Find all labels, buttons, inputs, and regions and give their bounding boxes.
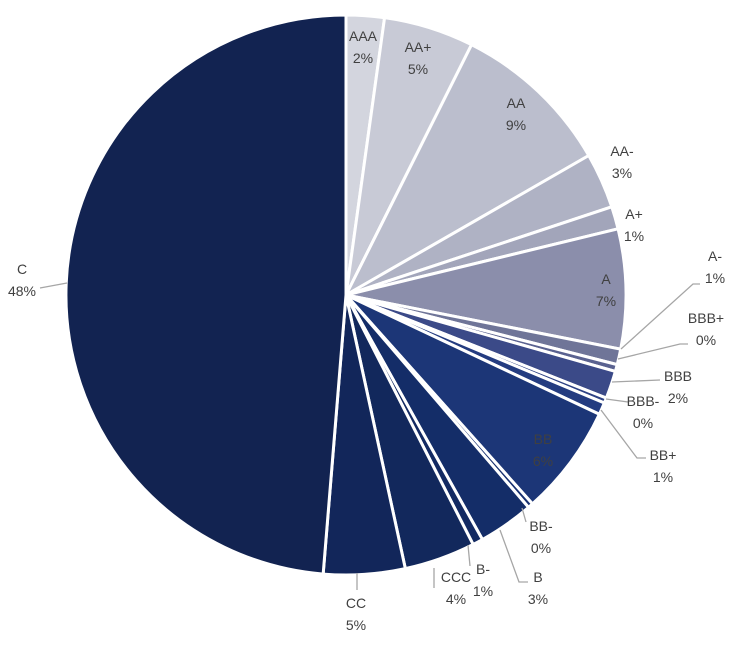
slice-category-label: CCC (441, 569, 471, 585)
slice-category-label: CC (346, 595, 366, 611)
slice-label: BBB- 0% (627, 393, 660, 431)
slice-category-label: B- (476, 561, 490, 577)
slice-label: BBB 2% (664, 368, 692, 406)
slice-label: BB 6% (533, 431, 553, 469)
slice-category-label: BB+ (650, 447, 677, 463)
slice-percent-label: 5% (346, 617, 366, 633)
slice-percent-label: 6% (533, 453, 553, 469)
pie-slice-c (64, 13, 348, 576)
slice-label: AA+ 5% (405, 39, 432, 77)
leader-line (499, 529, 528, 583)
slice-category-label: A (601, 271, 611, 287)
slice-label: BB- 0% (529, 518, 553, 556)
slice-percent-label: 7% (596, 293, 616, 309)
slice-label: A+ 1% (624, 206, 644, 244)
slice-percent-label: 5% (408, 61, 428, 77)
slice-category-label: AA+ (405, 39, 432, 55)
slice-category-label: A- (708, 248, 722, 264)
slice-category-label: C (17, 261, 27, 277)
slice-label: A- 1% (705, 248, 725, 286)
leader-line (39, 282, 68, 289)
slice-percent-label: 3% (528, 591, 548, 607)
slice-label: AA 9% (506, 95, 526, 133)
slice-label: A 7% (596, 271, 616, 309)
slice-percent-label: 3% (612, 165, 632, 181)
leader-lines (39, 282, 700, 590)
slice-category-label: BB- (529, 518, 553, 534)
slice-label: B- 1% (473, 561, 493, 599)
slice-labels: AAA 2%AA+ 5%AA 9%AA-3%A+ 1%A 7%A-1%BBB+ 0%BBB 2… (8, 28, 725, 633)
slice-label: CC 5% (346, 595, 366, 633)
slice-percent-label: 0% (633, 415, 653, 431)
leader-line (467, 544, 471, 567)
pie-slice-a (345, 226, 628, 351)
slice-percent-label: 1% (653, 469, 673, 485)
slice-category-label: AAA (349, 28, 378, 44)
slice-percent-label: 9% (506, 117, 526, 133)
leader-line (611, 379, 661, 383)
slice-label: B 3% (528, 569, 548, 607)
slice-percent-label: 48% (8, 283, 36, 299)
slice-percent-label: 2% (668, 390, 688, 406)
slice-category-label: BBB- (627, 393, 660, 409)
slice-percent-label: 0% (696, 332, 716, 348)
slice-category-label: AA- (610, 143, 634, 159)
slice-label: BBB+ 0% (688, 310, 724, 348)
slice-percent-label: 0% (531, 540, 551, 556)
slice-label: AAA 2% (349, 28, 378, 66)
slice-label: BB+ 1% (650, 447, 677, 485)
pie-slices (64, 13, 628, 577)
slice-category-label: B (533, 569, 542, 585)
slice-percent-label: 2% (353, 50, 373, 66)
slice-category-label: A+ (625, 206, 643, 222)
slice-label: AA- 3% (610, 143, 634, 181)
slice-percent-label: 4% (446, 591, 466, 607)
slice-percent-label: 1% (473, 583, 493, 599)
slice-category-label: BB (534, 431, 553, 447)
slice-label: C 48% (8, 261, 36, 299)
slice-label: CCC 4% (441, 569, 471, 607)
pie-slice-aa (342, 42, 591, 299)
slice-percent-label: 1% (705, 270, 725, 286)
leader-line (605, 398, 629, 403)
leader-line (620, 283, 700, 350)
slice-percent-label: 1% (624, 228, 644, 244)
slice-category-label: BBB (664, 368, 692, 384)
slice-category-label: AA (507, 95, 526, 111)
leader-line (600, 409, 646, 459)
pie-slice-bb (344, 293, 602, 506)
leader-line (617, 343, 688, 360)
leader-line (521, 507, 527, 523)
slice-category-label: BBB+ (688, 310, 724, 326)
